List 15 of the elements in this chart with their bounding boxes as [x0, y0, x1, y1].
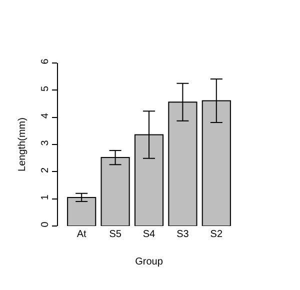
x-tick-label: S2	[210, 229, 223, 240]
x-tick-label: S4	[142, 229, 156, 240]
y-tick-label: 3	[40, 140, 51, 146]
y-tick-label: 1	[40, 194, 51, 200]
y-tick-label: 2	[40, 166, 51, 173]
x-tick-label: S3	[176, 229, 190, 240]
y-tick-label: 4	[40, 112, 51, 119]
x-tick-label: At	[76, 229, 87, 240]
y-tick-label: 5	[40, 85, 51, 92]
y-tick-label: 0	[40, 221, 51, 228]
y-axis-title: Length(mm)	[17, 118, 28, 172]
y-tick-label: 6	[40, 58, 51, 64]
bar	[67, 196, 96, 226]
x-tick-label: S5	[109, 229, 122, 240]
x-axis-title: Group	[135, 256, 164, 268]
